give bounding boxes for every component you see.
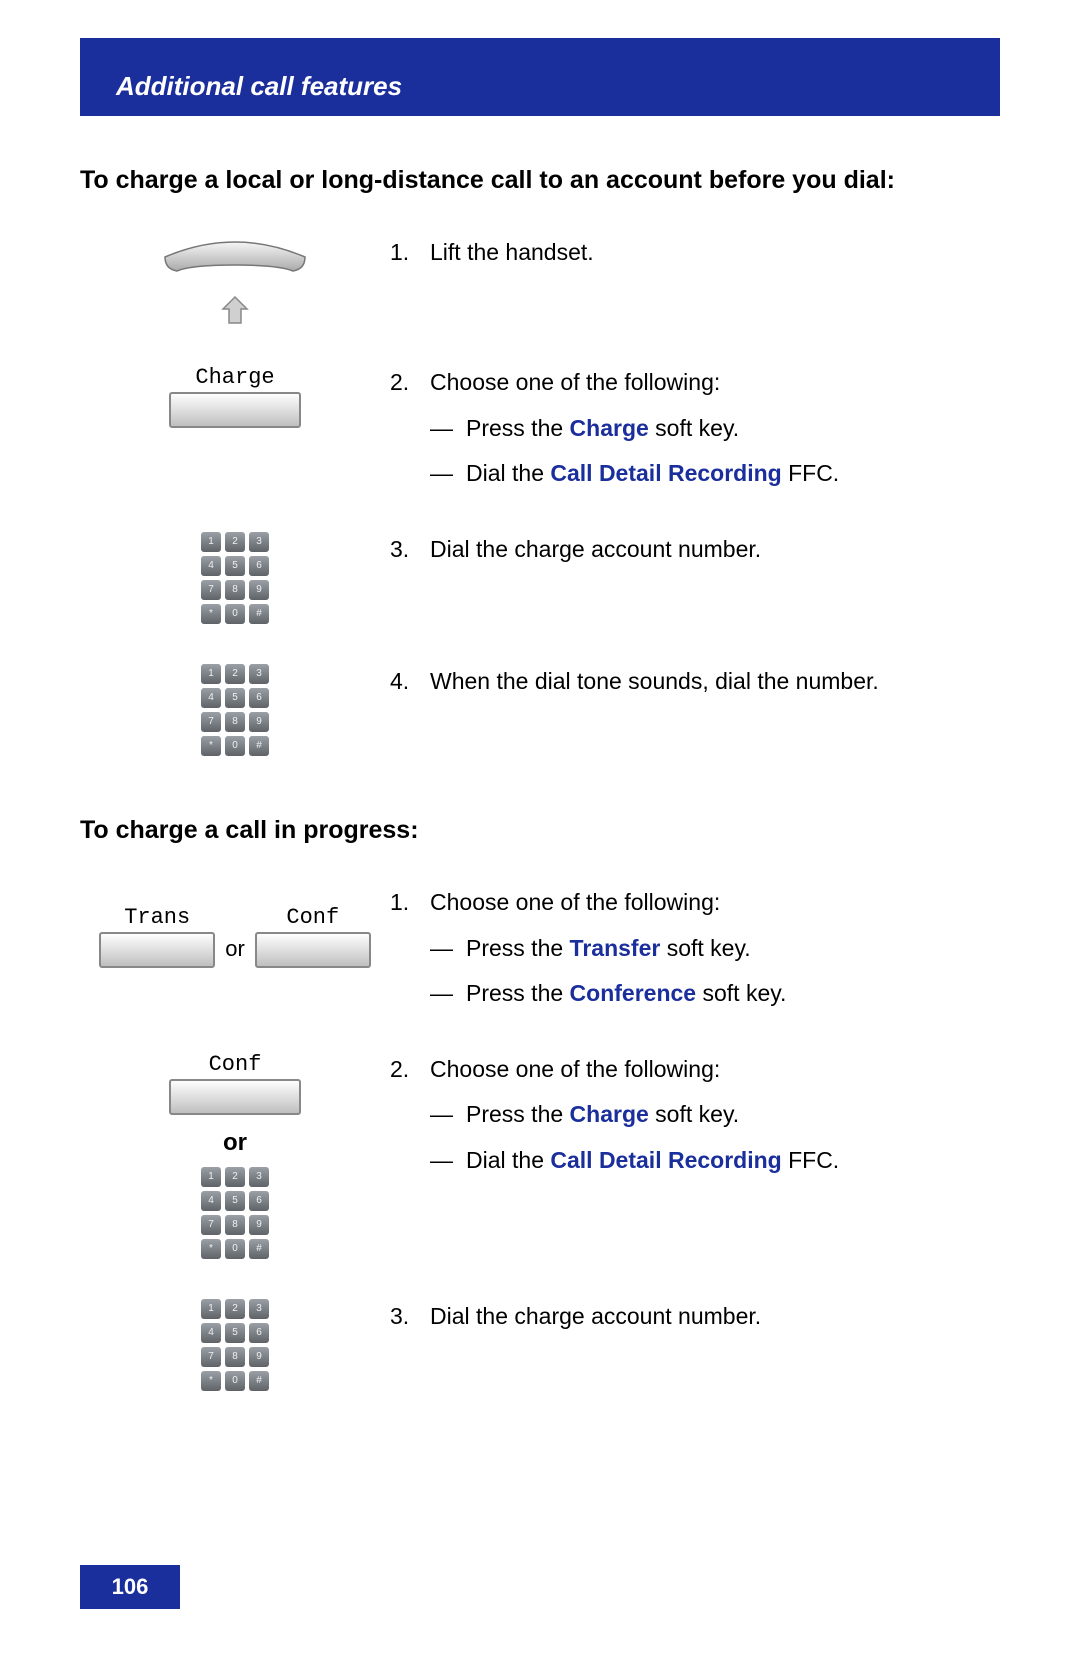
keypad-icon: 123 456 789 *0#	[201, 664, 269, 756]
step-text: 2.Choose one of the following: —Press th…	[390, 1052, 1000, 1259]
softkey-button	[169, 1079, 301, 1115]
conf-or-keypad: Conf or 123 456 789 *0#	[169, 1052, 301, 1259]
softkey-label: Conf	[209, 1052, 262, 1077]
step-number: 3.	[390, 532, 430, 568]
footer-bar: 106	[80, 1565, 180, 1609]
handset-icon	[155, 235, 315, 325]
step-number: 4.	[390, 664, 430, 700]
step-body: Dial the charge account number.	[430, 536, 761, 562]
step-number: 1.	[390, 885, 430, 921]
step-body: Dial the charge account number.	[430, 1303, 761, 1329]
keypad-icon: 123 456 789 *0#	[201, 532, 269, 624]
sub-item: —Dial the Call Detail Recording FFC.	[390, 456, 1000, 492]
softkey-conf: Conf	[255, 905, 371, 968]
step-body: Choose one of the following:	[430, 369, 720, 395]
sub-item: —Press the Charge soft key.	[390, 411, 1000, 447]
step-body: Choose one of the following:	[430, 1056, 720, 1082]
softkey-label: Conf	[286, 905, 339, 930]
icon-col: 123 456 789 *0#	[80, 664, 390, 756]
keypad-icon: 123 456 789 *0#	[201, 1167, 269, 1259]
step-row: 123 456 789 *0# 4.When the dial tone sou…	[80, 664, 1000, 756]
sub-item: —Press the Charge soft key.	[390, 1097, 1000, 1133]
icon-col: 123 456 789 *0#	[80, 532, 390, 624]
header-title: Additional call features	[116, 71, 402, 102]
sub-item: —Press the Conference soft key.	[390, 976, 1000, 1012]
step-text: 2.Choose one of the following: —Press th…	[390, 365, 1000, 492]
step-body: Lift the handset.	[430, 239, 594, 265]
step-text: 3.Dial the charge account number.	[390, 532, 1000, 624]
softkey-conf2: Conf	[169, 1052, 301, 1115]
or-bold-label: or	[223, 1129, 247, 1157]
icon-col	[80, 235, 390, 325]
step-row: 1.Lift the handset.	[80, 235, 1000, 325]
step-text: 4.When the dial tone sounds, dial the nu…	[390, 664, 1000, 756]
keypad-icon: 123 456 789 *0#	[201, 1299, 269, 1391]
step-body: Choose one of the following:	[430, 889, 720, 915]
page-number: 106	[112, 1574, 149, 1600]
section2-title: To charge a call in progress:	[80, 816, 1000, 845]
sub-item: —Dial the Call Detail Recording FFC.	[390, 1143, 1000, 1179]
icon-col: Conf or 123 456 789 *0#	[80, 1052, 390, 1259]
softkey-label: Trans	[124, 905, 190, 930]
step-body: When the dial tone sounds, dial the numb…	[430, 668, 879, 694]
sub-item: —Press the Transfer soft key.	[390, 931, 1000, 967]
softkey-charge: Charge	[169, 365, 301, 428]
two-softkey-group: Trans or Conf	[99, 905, 371, 968]
step-row: 123 456 789 *0# 3.Dial the charge accoun…	[80, 1299, 1000, 1391]
step-number: 2.	[390, 365, 430, 401]
step-row: Charge 2.Choose one of the following: —P…	[80, 365, 1000, 492]
softkey-button	[255, 932, 371, 968]
step-text: 1.Lift the handset.	[390, 235, 1000, 325]
step-text: 1.Choose one of the following: —Press th…	[390, 885, 1000, 1012]
step-number: 1.	[390, 235, 430, 271]
step-row: 123 456 789 *0# 3.Dial the charge accoun…	[80, 532, 1000, 624]
softkey-trans: Trans	[99, 905, 215, 968]
or-label: or	[225, 936, 245, 968]
arrow-up-icon	[217, 295, 253, 325]
softkey-button	[169, 392, 301, 428]
icon-col: Trans or Conf	[80, 885, 390, 1012]
softkey-button	[99, 932, 215, 968]
section1-title: To charge a local or long-distance call …	[80, 166, 1000, 195]
softkey-label: Charge	[195, 365, 274, 390]
header-bar: Additional call features	[80, 38, 1000, 116]
step-number: 3.	[390, 1299, 430, 1335]
page: Additional call features To charge a loc…	[0, 0, 1080, 1669]
step-row: Conf or 123 456 789 *0# 2.Choose one of …	[80, 1052, 1000, 1259]
step-text: 3.Dial the charge account number.	[390, 1299, 1000, 1391]
icon-col: 123 456 789 *0#	[80, 1299, 390, 1391]
step-row: Trans or Conf 1.Choose one of the follow…	[80, 885, 1000, 1012]
step-number: 2.	[390, 1052, 430, 1088]
icon-col: Charge	[80, 365, 390, 492]
